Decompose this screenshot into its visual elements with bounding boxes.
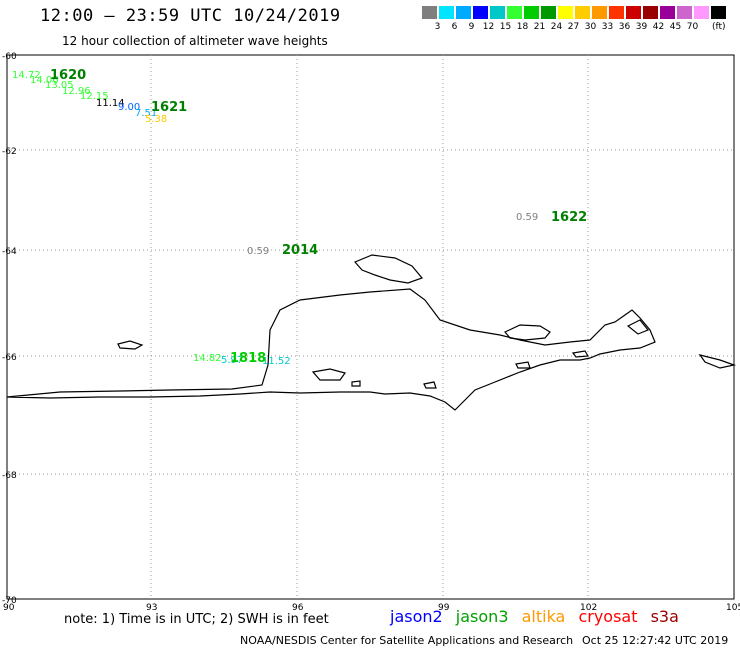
color-scale-label: 9: [468, 22, 475, 32]
reading-label: 14.82: [193, 353, 222, 364]
reading-label: 5.38: [145, 114, 167, 125]
color-scale-label: 6: [451, 22, 458, 32]
color-scale-label: 15: [499, 22, 512, 32]
color-scale-swatch: [642, 5, 659, 20]
satellite-legend: jason2 jason3 altika cryosat s3a: [390, 607, 687, 626]
color-scale-label: 70: [686, 22, 699, 32]
color-scale-swatch: [455, 5, 472, 20]
color-scale-label: 12: [482, 22, 495, 32]
reading-label: 12.96: [62, 86, 91, 97]
pass-id-label: 1621: [151, 100, 187, 115]
legend-item-altika: altika: [521, 607, 566, 626]
color-scale-swatch: [540, 5, 557, 20]
reading-label: 0.59: [247, 246, 269, 257]
legend-item-cryosat: cryosat: [578, 607, 638, 626]
color-scale-labels: 3 6 9 12 15 18 21 24 27 30 33 36 39 42 45 70: [421, 22, 727, 32]
color-scale-swatch: [625, 5, 642, 20]
color-scale-swatch: [710, 5, 727, 20]
reading-label: 9.00: [118, 102, 140, 113]
color-scale-label: 42: [652, 22, 665, 32]
footer-note: note: 1) Time is in UTC; 2) SWH is in fe…: [64, 612, 329, 627]
map-frame: [6, 54, 735, 600]
reading-label: 0.59: [516, 212, 538, 223]
color-scale-swatches: [421, 5, 727, 20]
legend-item-s3a: s3a: [650, 607, 679, 626]
reading-label: 7.51: [135, 108, 157, 119]
color-scale-label: 45: [669, 22, 682, 32]
color-scale-swatch: [693, 5, 710, 20]
reading-label: 13.05: [45, 80, 74, 91]
color-scale-swatch: [506, 5, 523, 20]
reading-label: 11.14: [96, 98, 125, 109]
color-scale-swatch: [659, 5, 676, 20]
y-tick-label: -68: [2, 471, 17, 481]
color-scale-label: 36: [618, 22, 631, 32]
y-tick-label: -66: [2, 353, 17, 363]
color-scale: 3 6 9 12 15 18 21 24 27 30 33 36 39 42 45 70: [421, 5, 727, 32]
x-axis-labels: 90 93 96 99 102 105: [3, 603, 740, 613]
reading-label: 5.97: [221, 355, 243, 366]
reading-label: 12.15: [80, 91, 109, 102]
color-scale-label: 3: [434, 22, 441, 32]
reading-label: 14.72: [12, 70, 41, 81]
coastline: [6, 254, 737, 411]
color-scale-swatch: [489, 5, 506, 20]
pass-id-label: 1620: [50, 68, 86, 83]
x-tick-label: 96: [292, 603, 304, 613]
y-axis-labels: -60 -62 -64 -66 -68 -70: [2, 52, 17, 606]
footer-credit: NOAA/NESDIS Center for Satellite Applica…: [240, 634, 574, 647]
color-scale-label: 24: [550, 22, 563, 32]
reading-label: 11.52: [262, 356, 291, 367]
color-scale-label: 39: [635, 22, 648, 32]
y-tick-label: -64: [2, 247, 17, 257]
legend-item-jason3: jason3: [455, 607, 509, 626]
color-scale-label: 18: [516, 22, 529, 32]
color-scale-label: 27: [567, 22, 580, 32]
color-scale-label: 21: [533, 22, 546, 32]
color-scale-swatch: [472, 5, 489, 20]
color-scale-swatch: [438, 5, 455, 20]
x-tick-label: 105: [726, 603, 740, 613]
color-scale-unit: (ft): [712, 22, 726, 32]
wave-readings: 14.72 14.06 13.05 12.96 12.15 11.14 9.00…: [12, 70, 538, 367]
color-scale-swatch: [557, 5, 574, 20]
y-tick-label: -60: [2, 52, 17, 62]
color-scale-swatch: [676, 5, 693, 20]
x-tick-label: 93: [146, 603, 157, 613]
color-scale-label: 30: [584, 22, 597, 32]
reading-label: 14.06: [30, 75, 59, 86]
color-scale-swatch: [523, 5, 540, 20]
pass-labels: 1620 1621 1622 2014 1818: [50, 68, 587, 366]
color-scale-swatch: [421, 5, 438, 20]
footer-timestamp: Oct 25 12:27:42 UTC 2019: [582, 634, 729, 647]
grid-lines: [7, 55, 734, 599]
pass-id-label: 1622: [551, 210, 587, 225]
color-scale-label: 33: [601, 22, 614, 32]
y-tick-label: -62: [2, 147, 17, 157]
x-tick-label: 90: [3, 603, 15, 613]
y-tick-label: -70: [2, 596, 17, 606]
color-scale-swatch: [574, 5, 591, 20]
color-scale-swatch: [591, 5, 608, 20]
x-tick-label: 99: [438, 603, 450, 613]
pass-id-label: 2014: [282, 243, 318, 258]
pass-id-label: 1818: [230, 351, 266, 366]
map-title: 12:00 — 23:59 UTC 10/24/2019: [40, 6, 341, 26]
legend-item-jason2: jason2: [390, 607, 443, 626]
color-scale-swatch: [608, 5, 625, 20]
x-tick-label: 102: [580, 603, 597, 613]
map-subtitle: 12 hour collection of altimeter wave hei…: [62, 34, 328, 48]
